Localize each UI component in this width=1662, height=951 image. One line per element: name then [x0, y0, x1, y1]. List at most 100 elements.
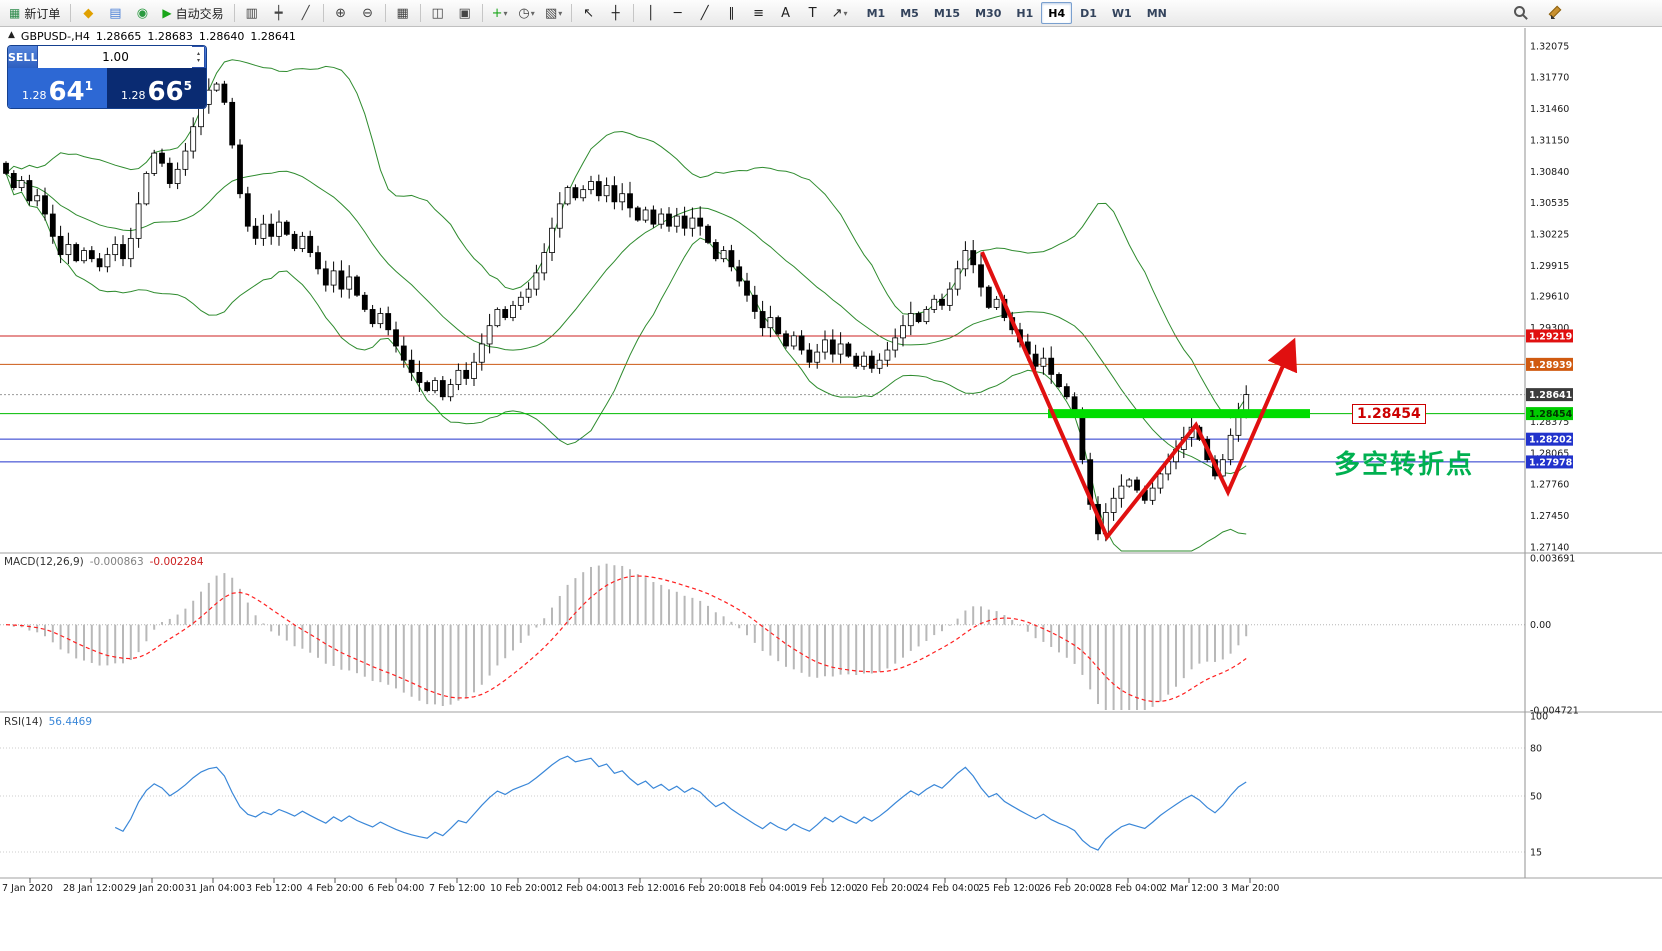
shapes-icon-glyph: ↗: [831, 5, 843, 21]
price-tag: [1526, 455, 1573, 469]
zoom-out-icon[interactable]: ⊖: [355, 2, 381, 24]
buy-button[interactable]: BUY: [205, 46, 206, 68]
horizontal-level-lines[interactable]: [0, 335, 1525, 463]
quote-bar: ▲ GBPUSD-,H4 1.28665 1.28683 1.28640 1.2…: [8, 30, 296, 43]
sell-button[interactable]: SELL: [8, 46, 38, 68]
new-order-button[interactable]: ▦ 新订单: [3, 2, 66, 24]
sell-price-big: 64: [48, 77, 85, 107]
volume-steppers: ▴ ▾: [192, 49, 204, 64]
fibonacci-icon-glyph: ≡: [753, 5, 765, 21]
svg-text:1.30225: 1.30225: [1530, 229, 1569, 240]
timeframe-M1[interactable]: M1: [866, 6, 886, 20]
metaeditor-icon[interactable]: ◆: [75, 2, 101, 24]
text-label-icon[interactable]: T: [800, 2, 826, 24]
volume-down-icon[interactable]: ▾: [196, 56, 200, 64]
svg-text:1.30840: 1.30840: [1530, 167, 1569, 178]
toolbar-separator: [70, 4, 72, 22]
price-tag: [1526, 432, 1573, 446]
strategy-tester-icon[interactable]: ◉: [129, 2, 155, 24]
svg-text:7 Feb 12:00: 7 Feb 12:00: [429, 883, 485, 894]
arrange-windows-icon-glyph: ▣: [458, 5, 471, 21]
buy-price-big: 66: [147, 77, 184, 107]
svg-text:2 Mar 12:00: 2 Mar 12:00: [1161, 883, 1218, 894]
svg-text:0.003691: 0.003691: [1530, 554, 1575, 565]
one-click-trading-panel: SELL ▴ ▾ BUY 1.28 64 1 1.28 66 5: [8, 46, 206, 108]
line-chart-icon-glyph: ╱: [301, 5, 310, 21]
buy-price-button[interactable]: 1.28 66 5: [107, 68, 206, 108]
periods-icon[interactable]: ◷ ▾: [514, 2, 540, 24]
channel-icon[interactable]: ∥: [719, 2, 745, 24]
cascade-windows-icon-glyph: ◫: [431, 5, 444, 21]
edit-icon[interactable]: [1540, 2, 1566, 24]
svg-text:1.28065: 1.28065: [1530, 449, 1569, 460]
timeframe-H1[interactable]: H1: [1016, 6, 1034, 20]
toolbar-separator: [384, 4, 386, 22]
price-tag: [1526, 357, 1573, 371]
metaeditor-icon-glyph: ◆: [83, 5, 94, 21]
arrange-windows-icon[interactable]: ▣: [452, 2, 478, 24]
turning-point-note[interactable]: 多空转折点: [1334, 450, 1475, 480]
svg-text:12 Feb 04:00: 12 Feb 04:00: [551, 883, 613, 894]
autotrade-button-glyph: ▶: [162, 6, 172, 20]
toolbar-separator: [233, 4, 235, 22]
market-watch-icon-glyph: ▤: [109, 5, 122, 21]
line-chart-icon[interactable]: ╱: [293, 2, 319, 24]
fibonacci-icon[interactable]: ≡: [746, 2, 772, 24]
dropdown-arrow-icon: ▾: [558, 8, 563, 18]
strategy-tester-icon-glyph: ◉: [136, 5, 149, 21]
cursor-icon[interactable]: ↖: [576, 2, 602, 24]
trend-arrow-annotation[interactable]: [980, 251, 1298, 541]
timeframe-D1[interactable]: D1: [1080, 6, 1097, 20]
svg-text:1.29300: 1.29300: [1530, 323, 1569, 334]
tile-windows-icon[interactable]: ▦: [390, 2, 416, 24]
horizontal-line-icon[interactable]: ─: [665, 2, 691, 24]
volume-up-icon[interactable]: ▴: [196, 49, 200, 57]
dropdown-arrow-icon: ▾: [503, 8, 508, 18]
price-level-callout[interactable]: 1.28454: [1352, 404, 1426, 424]
templates-icon[interactable]: ▧ ▾: [541, 2, 567, 24]
shapes-icon[interactable]: ↗ ▾: [827, 2, 853, 24]
svg-text:1.31770: 1.31770: [1530, 72, 1569, 83]
indicators-icon[interactable]: + ▾: [487, 2, 513, 24]
timeframe-M5[interactable]: M5: [900, 6, 919, 20]
sell-price-button[interactable]: 1.28 64 1: [8, 68, 107, 108]
svg-text:1.28202: 1.28202: [1529, 435, 1572, 446]
cascade-windows-icon[interactable]: ◫: [425, 2, 451, 24]
volume-box: ▴ ▾: [37, 46, 206, 68]
svg-text:1.29610: 1.29610: [1530, 292, 1569, 303]
timeframe-toolbar: M1 M5 M15 M30 H1 H4 D1 W1 MN: [860, 2, 1174, 24]
price-tag: [1526, 388, 1573, 402]
trendline-icon[interactable]: ╱: [692, 2, 718, 24]
macd-indicator-label: MACD(12,26,9) -0.000863 -0.002284: [4, 556, 204, 568]
timeframe-MN[interactable]: MN: [1146, 6, 1167, 20]
trendline-icon-glyph: ╱: [700, 5, 709, 21]
timeframe-W1[interactable]: W1: [1111, 6, 1132, 20]
toolbar-separator: [419, 4, 421, 22]
zoom-out-icon-glyph: ⊖: [362, 5, 374, 21]
search-icon[interactable]: [1508, 2, 1534, 24]
vertical-line-icon[interactable]: │: [638, 2, 664, 24]
market-watch-icon[interactable]: ▤: [102, 2, 128, 24]
tile-windows-icon-glyph: ▦: [396, 5, 409, 21]
bar-chart-icon[interactable]: ▥: [239, 2, 265, 24]
crosshair-icon[interactable]: ┼: [603, 2, 629, 24]
collapse-trade-panel-icon[interactable]: ▲: [8, 30, 15, 40]
quote-high: 1.28683: [147, 30, 193, 43]
volume-input[interactable]: [38, 46, 193, 68]
autotrade-button[interactable]: ▶ 自动交易: [156, 2, 229, 24]
price-tag: [1526, 407, 1573, 421]
quote-close: 1.28641: [250, 30, 296, 43]
svg-text:1.28939: 1.28939: [1529, 360, 1572, 371]
svg-text:1.27978: 1.27978: [1529, 457, 1573, 468]
svg-text:3 Feb 12:00: 3 Feb 12:00: [246, 883, 302, 894]
templates-icon-glyph: ▧: [544, 5, 558, 21]
timeframe-M15[interactable]: M15: [933, 6, 961, 20]
svg-text:28 Jan 12:00: 28 Jan 12:00: [63, 883, 123, 894]
candlestick-chart-icon[interactable]: ┿: [266, 2, 292, 24]
timeframe-M30[interactable]: M30: [975, 6, 1002, 20]
text-icon[interactable]: A: [773, 2, 799, 24]
timeframe-H4[interactable]: H4: [1041, 2, 1073, 24]
buy-price-prefix: 1.28: [120, 89, 146, 102]
zoom-in-icon[interactable]: ⊕: [328, 2, 354, 24]
